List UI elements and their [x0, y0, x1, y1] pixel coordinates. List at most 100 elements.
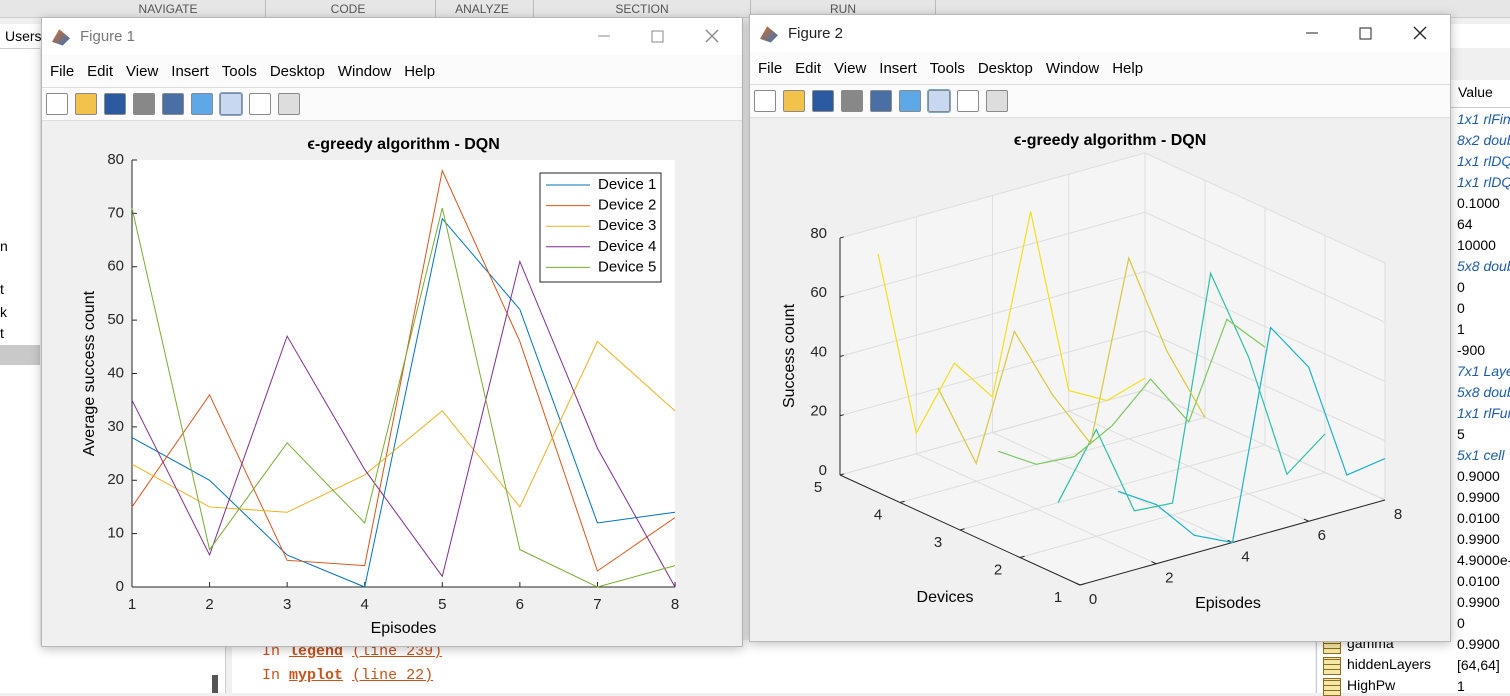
variable-value[interactable]: 5x1 cell	[1457, 447, 1505, 463]
title-bar: Figure 2	[750, 15, 1450, 52]
menu-item[interactable]: View	[126, 62, 159, 80]
tool-button[interactable]	[986, 90, 1008, 112]
variable-value[interactable]: 0.0100	[1457, 510, 1500, 526]
tool-button[interactable]	[278, 93, 300, 115]
tab-separator	[533, 0, 534, 17]
tool-button[interactable]	[75, 93, 97, 115]
variable-value[interactable]: 0.9900	[1457, 636, 1500, 652]
toolbar	[42, 87, 742, 121]
line-link[interactable]: (line 22)	[352, 667, 434, 684]
close-button[interactable]	[705, 29, 719, 43]
menu-item[interactable]: Desktop	[977, 59, 1033, 77]
tool-button[interactable]	[162, 93, 184, 115]
app-icon	[760, 26, 778, 43]
maximize-button[interactable]	[651, 30, 664, 43]
path-label[interactable]: Users	[0, 24, 45, 48]
tool-button[interactable]	[957, 90, 979, 112]
window-controls	[1306, 26, 1427, 40]
tool-button[interactable]	[104, 93, 126, 115]
variable-value[interactable]: 0	[1457, 615, 1465, 631]
variable-value[interactable]: 0.9900	[1457, 531, 1500, 547]
menu-item[interactable]: Tools	[221, 62, 257, 80]
menu-item[interactable]: Window	[337, 62, 392, 80]
function-link[interactable]: legend	[289, 643, 344, 660]
tab[interactable]: RUN	[830, 2, 856, 16]
variable-value[interactable]: 0.9000	[1457, 468, 1500, 484]
tool-button[interactable]	[870, 90, 892, 112]
variable-icon	[1323, 657, 1341, 675]
file-name[interactable]: t	[0, 281, 4, 297]
variable-value[interactable]: 5x8 doub	[1457, 258, 1510, 274]
variable-value[interactable]: 0.1000	[1457, 195, 1500, 211]
line-link[interactable]: (line 239)	[352, 643, 443, 660]
menu-item[interactable]: File	[758, 59, 783, 77]
command-window: In legend (line 239) In myplot (line 22)	[232, 640, 1315, 693]
variable-value[interactable]: 7x1 Laye	[1457, 363, 1510, 379]
variable-value[interactable]: 0.9900	[1457, 594, 1500, 610]
tool-button[interactable]	[46, 93, 68, 115]
variable-name[interactable]: HighPw	[1347, 677, 1396, 693]
file-name[interactable]: t	[0, 325, 4, 341]
tool-button[interactable]	[841, 90, 863, 112]
menu-item[interactable]: Help	[1112, 59, 1144, 77]
variable-name[interactable]: hiddenLayers	[1347, 656, 1432, 672]
tool-button[interactable]	[783, 90, 805, 112]
variable-value[interactable]: [64,64]	[1457, 657, 1500, 673]
variable-value[interactable]: -900	[1457, 342, 1486, 358]
menu-item[interactable]: Desktop	[269, 62, 325, 80]
variable-value[interactable]: 5	[1457, 426, 1465, 442]
window-title: Figure 2	[788, 25, 844, 42]
variable-value[interactable]: 0.0100	[1457, 573, 1500, 589]
variable-value[interactable]: 5x8 doub	[1457, 384, 1510, 400]
tool-button[interactable]	[899, 90, 921, 112]
close-button[interactable]	[1413, 26, 1427, 40]
tab[interactable]: NAVIGATE	[138, 2, 198, 16]
app-icon	[52, 29, 70, 46]
variable-value[interactable]: 1x1 rlFun	[1457, 405, 1510, 421]
variable-value[interactable]: 10000	[1457, 237, 1496, 253]
tool-button[interactable]	[249, 93, 271, 115]
variable-value[interactable]: 1	[1457, 321, 1465, 337]
menu-item[interactable]: Insert	[879, 59, 917, 77]
variable-value[interactable]: 0	[1457, 279, 1465, 295]
menu-item[interactable]: Window	[1045, 59, 1100, 77]
tab-separator	[265, 0, 266, 17]
variable-value[interactable]: 1x1 rlDQ	[1457, 174, 1510, 190]
tool-button[interactable]	[812, 90, 834, 112]
tool-button[interactable]	[191, 93, 213, 115]
tab[interactable]: SECTION	[615, 2, 669, 16]
variable-value[interactable]: 1	[1457, 678, 1465, 694]
variable-value[interactable]: 4.9000e-	[1457, 552, 1510, 568]
menu-item[interactable]: Insert	[171, 62, 209, 80]
prefix: In	[262, 643, 281, 660]
maximize-button[interactable]	[1359, 27, 1372, 40]
tab[interactable]: CODE	[330, 2, 366, 16]
file-name[interactable]: n	[0, 238, 8, 254]
menu-item[interactable]: Edit	[795, 59, 822, 77]
menu-bar: File Edit View Insert Tools Desktop Window Help	[42, 55, 742, 87]
details-panel	[0, 645, 226, 693]
warning-line: In legend (line 239)	[262, 643, 442, 660]
tool-button[interactable]	[219, 92, 243, 116]
variable-value[interactable]: 1x1 rlDQ	[1457, 153, 1510, 169]
variable-value[interactable]: 0.9900	[1457, 489, 1500, 505]
tool-button[interactable]	[927, 89, 951, 113]
toolbar	[750, 84, 1450, 118]
variable-value[interactable]: 64	[1457, 216, 1473, 232]
menu-item[interactable]: Edit	[87, 62, 114, 80]
tab-separator	[935, 0, 936, 17]
menu-item[interactable]: File	[50, 62, 75, 80]
menu-item[interactable]: Help	[404, 62, 436, 80]
menu-item[interactable]: View	[834, 59, 867, 77]
variable-value[interactable]: 0	[1457, 300, 1465, 316]
variable-value[interactable]: 8x2 doub	[1457, 132, 1510, 148]
tool-button[interactable]	[754, 90, 776, 112]
window-title: Figure 1	[80, 28, 136, 45]
tab[interactable]: ANALYZE	[455, 2, 509, 16]
menu-item[interactable]: Tools	[929, 59, 965, 77]
file-name[interactable]: k	[0, 304, 7, 320]
variable-value[interactable]: 1x1 rlFin	[1457, 111, 1510, 127]
tool-button[interactable]	[133, 93, 155, 115]
function-link[interactable]: myplot	[289, 667, 344, 684]
